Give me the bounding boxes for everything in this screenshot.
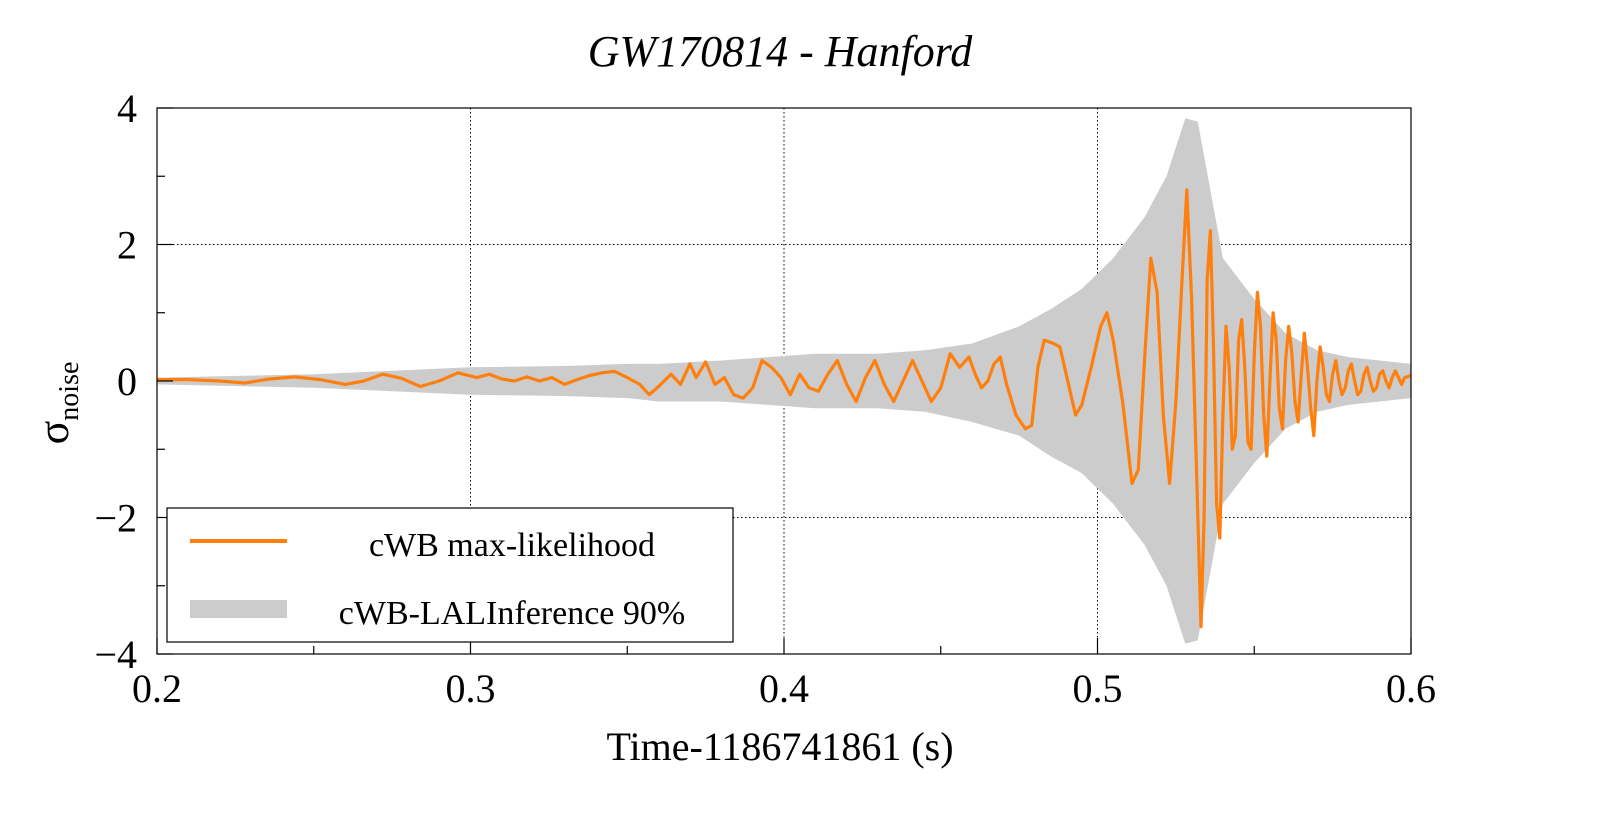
chart-title: GW170814 - Hanford bbox=[588, 27, 974, 76]
legend: cWB max-likelihood cWB-LALInference 90% bbox=[166, 507, 734, 643]
y-axis-label-main: σ bbox=[29, 420, 78, 444]
legend-label-max-likelihood: cWB max-likelihood bbox=[369, 527, 655, 564]
y-tick-label-0: −4 bbox=[94, 632, 137, 677]
x-tick-label-4: 0.6 bbox=[1386, 666, 1436, 711]
legend-box bbox=[166, 507, 734, 643]
y-tick-label-2: 0 bbox=[117, 359, 137, 404]
x-tick-label-1: 0.3 bbox=[446, 666, 496, 711]
x-axis-label: Time-1186741861 (s) bbox=[606, 724, 953, 769]
y-axis-label: σnoise bbox=[29, 362, 85, 445]
x-tick-label-0: 0.2 bbox=[132, 666, 182, 711]
y-tick-label-1: −2 bbox=[94, 496, 137, 541]
legend-label-band: cWB-LALInference 90% bbox=[339, 595, 685, 632]
x-tick-label-2: 0.4 bbox=[759, 666, 809, 711]
y-tick-label-3: 2 bbox=[117, 223, 137, 268]
y-axis-label-sub: noise bbox=[54, 362, 85, 421]
max-likelihood-line bbox=[157, 188, 1412, 629]
tick-labels: 0.2 0.3 0.4 0.5 0.6 −4 −2 0 2 4 bbox=[94, 86, 1436, 711]
x-tick-label-3: 0.5 bbox=[1073, 666, 1123, 711]
svg-text:σnoise: σnoise bbox=[29, 362, 85, 445]
y-tick-label-4: 4 bbox=[117, 86, 137, 131]
legend-swatch-band bbox=[190, 600, 287, 618]
